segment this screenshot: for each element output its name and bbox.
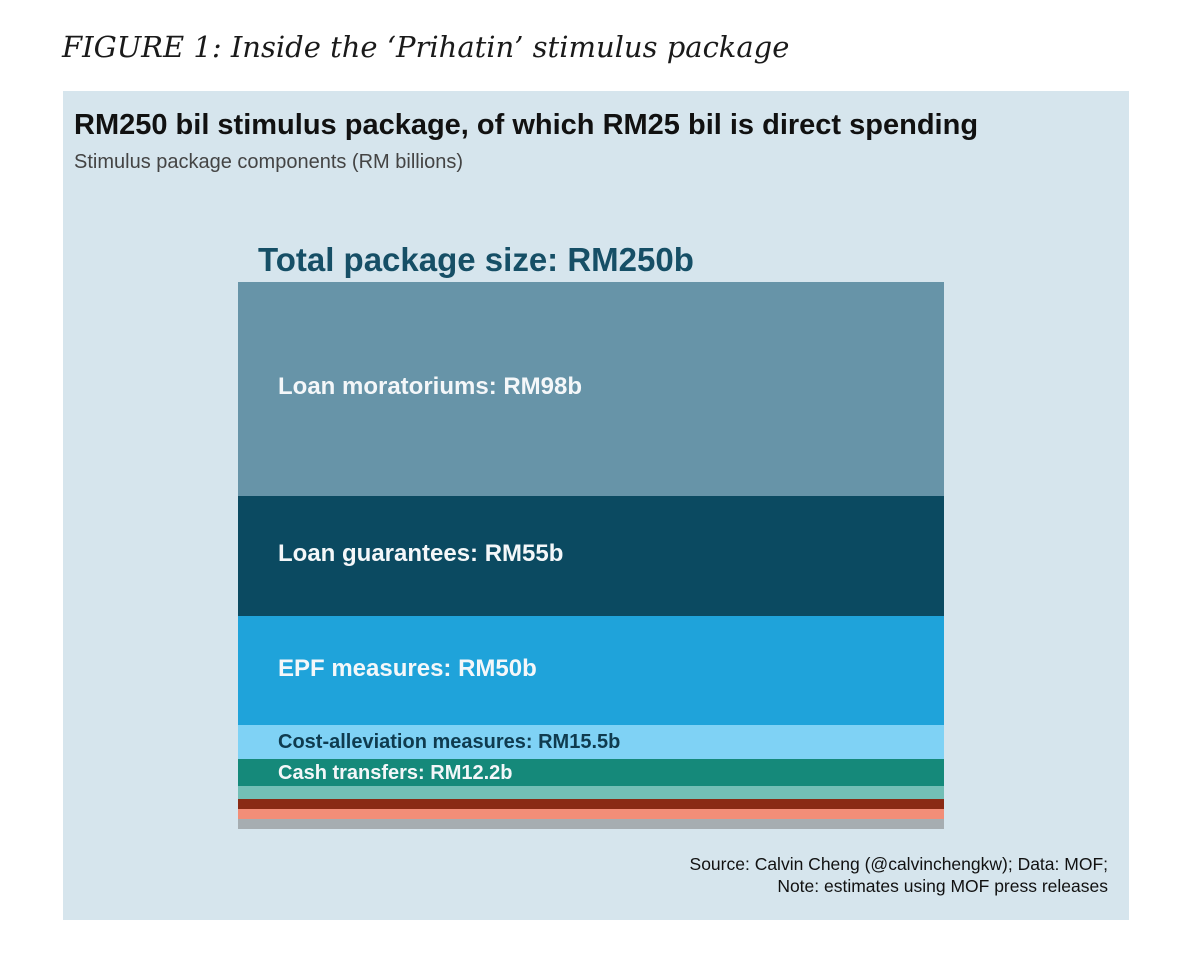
segment-label: Loan guarantees: RM55b	[278, 540, 564, 568]
bar-segment	[238, 785, 944, 800]
note-line: Note: estimates using MOF press releases	[777, 876, 1108, 896]
bar-segment	[238, 798, 944, 811]
source-note: Source: Calvin Cheng (@calvinchengkw); D…	[690, 853, 1108, 897]
segment-label: EPF measures: RM50b	[278, 654, 537, 682]
stacked-bar: Loan moratoriums: RM98b Loan guarantees: …	[238, 282, 944, 829]
bar-segment: Cost-alleviation measures: RM15.5b	[238, 725, 944, 760]
source-line: Source: Calvin Cheng (@calvinchengkw); D…	[689, 854, 1108, 874]
bar-segment: Loan guarantees: RM55b	[238, 496, 944, 617]
segment-label: Cost-alleviation measures: RM15.5b	[278, 731, 621, 754]
segment-label: Loan moratoriums: RM98b	[278, 373, 583, 401]
bar-segment: EPF measures: RM50b	[238, 616, 944, 726]
figure-caption: FIGURE 1: Inside the ‘Prihatin’ stimulus…	[62, 30, 790, 64]
chart-panel: RM250 bil stimulus package, of which RM2…	[63, 91, 1129, 920]
chart-subtitle: Stimulus package components (RM billions…	[74, 151, 464, 173]
bar-segment	[238, 819, 944, 829]
bar-segment: Cash transfers: RM12.2b	[238, 759, 944, 787]
total-package-label: Total package size: RM250b	[258, 241, 694, 278]
chart-title: RM250 bil stimulus package, of which RM2…	[74, 109, 979, 141]
bar-segment	[238, 809, 944, 820]
segment-label: Cash transfers: RM12.2b	[278, 761, 513, 784]
bar-segment: Loan moratoriums: RM98b	[238, 282, 944, 497]
